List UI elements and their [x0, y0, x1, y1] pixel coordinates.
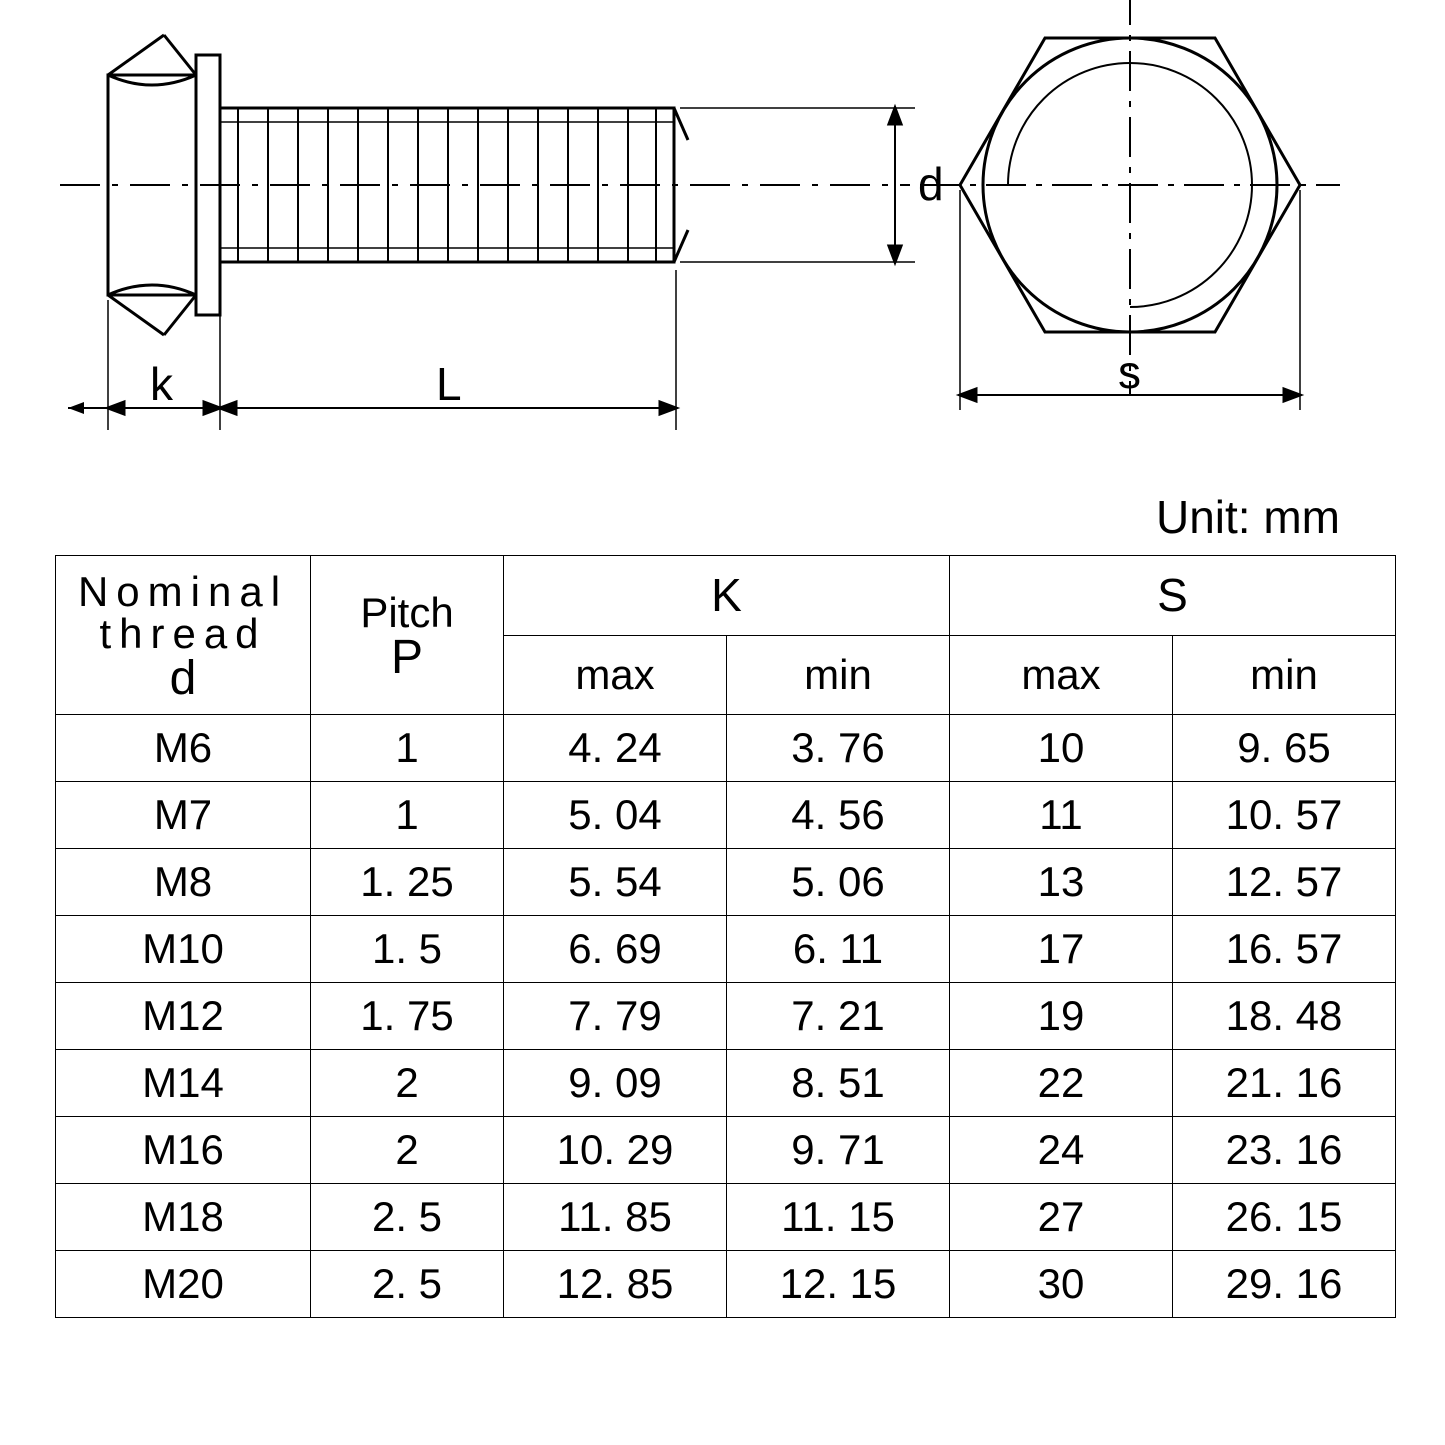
cell-d: M7 — [56, 782, 311, 849]
cell-smin: 10. 57 — [1173, 782, 1396, 849]
bolt-diagram: k L d s — [0, 0, 1445, 480]
cell-kmin: 7. 21 — [727, 983, 950, 1050]
cell-kmin: 11. 15 — [727, 1184, 950, 1251]
label-d: d — [918, 158, 944, 210]
cell-p: 2. 5 — [311, 1184, 504, 1251]
cell-kmax: 6. 69 — [504, 916, 727, 983]
label-s: s — [1118, 346, 1141, 398]
cell-kmin: 5. 06 — [727, 849, 950, 916]
cell-kmax: 5. 04 — [504, 782, 727, 849]
table-row: M121. 757. 797. 211918. 48 — [56, 983, 1396, 1050]
cell-d: M10 — [56, 916, 311, 983]
hdr-kmax: max — [504, 635, 727, 715]
cell-kmax: 10. 29 — [504, 1117, 727, 1184]
label-L: L — [436, 358, 462, 410]
hdr-kmin: min — [727, 635, 950, 715]
cell-d: M6 — [56, 715, 311, 782]
cell-p: 1 — [311, 782, 504, 849]
cell-smin: 23. 16 — [1173, 1117, 1396, 1184]
spec-table: Nominal thread d Pitch P K S max min max… — [55, 555, 1396, 1318]
cell-kmax: 12. 85 — [504, 1251, 727, 1318]
cell-kmin: 3. 76 — [727, 715, 950, 782]
table-row: M182. 511. 8511. 152726. 15 — [56, 1184, 1396, 1251]
table-row: M81. 255. 545. 061312. 57 — [56, 849, 1396, 916]
cell-smax: 22 — [950, 1050, 1173, 1117]
cell-smax: 11 — [950, 782, 1173, 849]
cell-d: M8 — [56, 849, 311, 916]
cell-smax: 10 — [950, 715, 1173, 782]
cell-kmin: 12. 15 — [727, 1251, 950, 1318]
table-row: M101. 56. 696. 111716. 57 — [56, 916, 1396, 983]
cell-smax: 24 — [950, 1117, 1173, 1184]
cell-kmax: 4. 24 — [504, 715, 727, 782]
cell-p: 1. 75 — [311, 983, 504, 1050]
cell-kmax: 11. 85 — [504, 1184, 727, 1251]
cell-smax: 13 — [950, 849, 1173, 916]
cell-kmin: 6. 11 — [727, 916, 950, 983]
cell-smin: 16. 57 — [1173, 916, 1396, 983]
hdr-p: Pitch P — [311, 556, 504, 715]
label-k: k — [150, 358, 174, 410]
cell-smin: 12. 57 — [1173, 849, 1396, 916]
cell-p: 2 — [311, 1050, 504, 1117]
cell-kmin: 8. 51 — [727, 1050, 950, 1117]
table-row: M715. 044. 561110. 57 — [56, 782, 1396, 849]
cell-d: M12 — [56, 983, 311, 1050]
cell-kmin: 4. 56 — [727, 782, 950, 849]
cell-p: 1. 25 — [311, 849, 504, 916]
table-row: M614. 243. 76109. 65 — [56, 715, 1396, 782]
cell-smax: 19 — [950, 983, 1173, 1050]
cell-kmax: 7. 79 — [504, 983, 727, 1050]
hdr-smax: max — [950, 635, 1173, 715]
cell-smin: 18. 48 — [1173, 983, 1396, 1050]
hdr-d: Nominal thread d — [56, 556, 311, 715]
cell-kmax: 9. 09 — [504, 1050, 727, 1117]
cell-d: M14 — [56, 1050, 311, 1117]
cell-d: M18 — [56, 1184, 311, 1251]
cell-smax: 17 — [950, 916, 1173, 983]
hdr-s: S — [950, 556, 1396, 636]
cell-smin: 29. 16 — [1173, 1251, 1396, 1318]
cell-smin: 9. 65 — [1173, 715, 1396, 782]
table-row: M1429. 098. 512221. 16 — [56, 1050, 1396, 1117]
cell-smin: 21. 16 — [1173, 1050, 1396, 1117]
cell-p: 2 — [311, 1117, 504, 1184]
table-row: M202. 512. 8512. 153029. 16 — [56, 1251, 1396, 1318]
unit-label: Unit: mm — [1156, 490, 1340, 544]
hdr-smin: min — [1173, 635, 1396, 715]
cell-smax: 27 — [950, 1184, 1173, 1251]
cell-kmax: 5. 54 — [504, 849, 727, 916]
cell-kmin: 9. 71 — [727, 1117, 950, 1184]
table-row: M16210. 299. 712423. 16 — [56, 1117, 1396, 1184]
cell-d: M20 — [56, 1251, 311, 1318]
cell-p: 1 — [311, 715, 504, 782]
cell-smax: 30 — [950, 1251, 1173, 1318]
cell-p: 2. 5 — [311, 1251, 504, 1318]
cell-smin: 26. 15 — [1173, 1184, 1396, 1251]
cell-d: M16 — [56, 1117, 311, 1184]
hdr-k: K — [504, 556, 950, 636]
cell-p: 1. 5 — [311, 916, 504, 983]
